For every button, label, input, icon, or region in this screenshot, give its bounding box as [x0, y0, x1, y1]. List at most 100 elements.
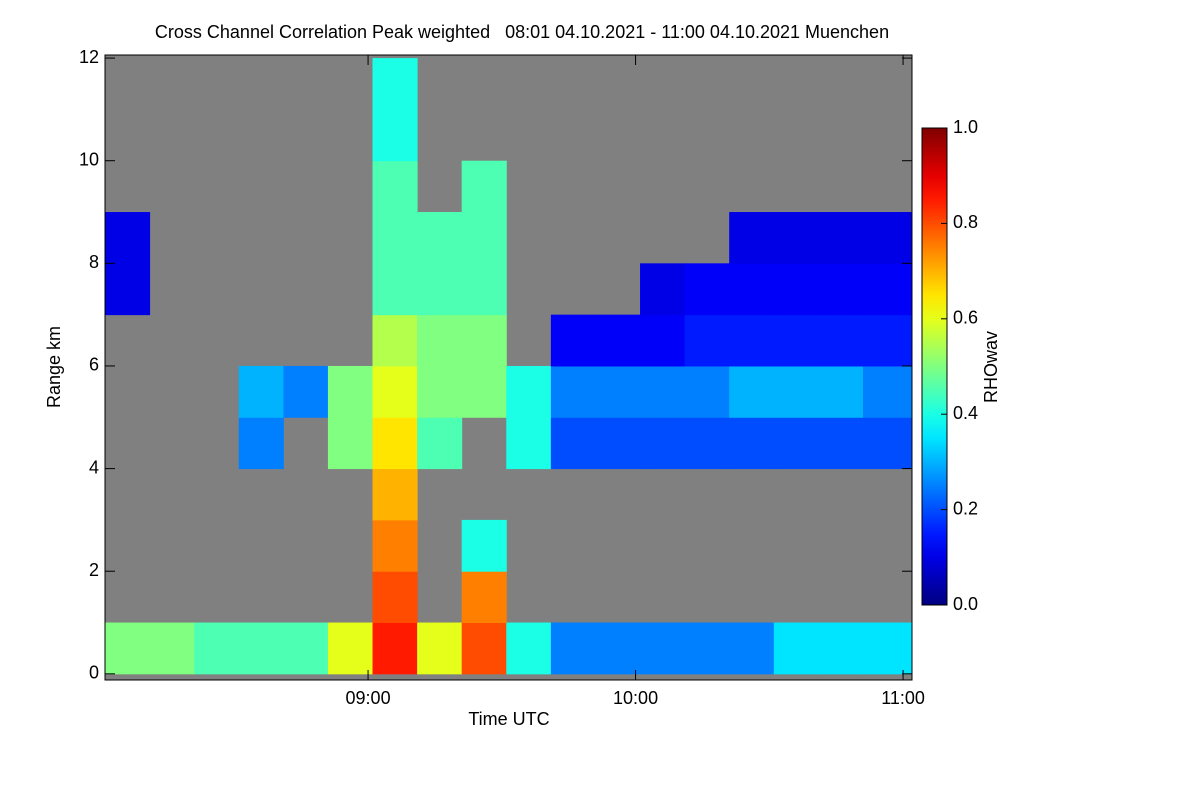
x-tick-label: 10:00 [613, 688, 658, 708]
heatmap-cell [773, 417, 819, 470]
heatmap-cell [372, 468, 418, 521]
heatmap-cell [729, 212, 775, 264]
heatmap-cell [372, 58, 418, 110]
heatmap-cell [684, 417, 730, 470]
heatmap-cell [461, 263, 507, 316]
heatmap-cell [283, 365, 329, 418]
heatmap-cell [461, 519, 507, 572]
heatmap-cell [417, 212, 463, 264]
heatmap-cell [417, 314, 463, 367]
heatmap-cell [684, 365, 730, 418]
heatmap-cell [773, 622, 819, 675]
heatmap-cell [372, 622, 418, 675]
colorbar-tick-label: 0.4 [953, 403, 978, 423]
heatmap-cell [461, 622, 507, 675]
heatmap-cell [372, 314, 418, 367]
y-tick-label: 10 [79, 149, 99, 169]
colorbar [921, 127, 948, 606]
heatmap-cell [773, 314, 819, 367]
heatmap-cell [818, 365, 864, 418]
heatmap-cell [372, 365, 418, 418]
heatmap-cell [550, 417, 596, 470]
heatmap-cell [372, 571, 418, 624]
heatmap-cell [729, 622, 775, 675]
heatmap-cell [372, 519, 418, 572]
heatmap-cell [729, 365, 775, 418]
colorbar-label: RHOwav [981, 331, 1001, 403]
heatmap-cell [461, 314, 507, 367]
heatmap-cell [372, 263, 418, 316]
heatmap-cell [862, 365, 913, 418]
heatmap-cell [149, 622, 195, 675]
heatmap-cell [372, 212, 418, 264]
heatmap-cell [818, 263, 864, 316]
heatmap-cell [372, 417, 418, 470]
y-tick-label: 2 [89, 560, 99, 580]
heatmap-cell [818, 417, 864, 470]
plot-frame [104, 54, 913, 681]
heatmap-cell [640, 622, 686, 675]
heatmap-cell [640, 314, 686, 367]
y-tick-label: 8 [89, 252, 99, 272]
heatmap-cell [327, 417, 374, 470]
heatmap-cell [684, 263, 730, 316]
heatmap-cell [684, 314, 730, 367]
y-axis-label: Range km [44, 326, 64, 408]
heatmap-cell [327, 622, 374, 675]
y-tick-label: 12 [79, 47, 99, 67]
x-axis-label: Time UTC [468, 709, 549, 729]
heatmap-cell [862, 212, 913, 264]
heatmap-cell [640, 263, 686, 316]
heatmap-cell [238, 622, 284, 675]
heatmap-cell [862, 417, 913, 470]
colorbar-tick-label: 0.6 [953, 308, 978, 328]
heatmap-cell [461, 365, 507, 418]
heatmap-cell [506, 365, 552, 418]
heatmap-cell [417, 417, 463, 470]
heatmap-cell [238, 417, 284, 470]
heatmap-cell [818, 622, 864, 675]
heatmap-cell [461, 571, 507, 624]
heatmap-cell [729, 314, 775, 367]
heatmap-cell [595, 365, 641, 418]
heatmap-cell [372, 160, 418, 213]
heatmap-cell [417, 365, 463, 418]
x-tick-label: 11:00 [881, 688, 925, 708]
heatmap-cell [729, 263, 775, 316]
colorbar-tick-label: 0.8 [953, 212, 978, 232]
heatmap-cell [105, 212, 151, 264]
heatmap-cell [461, 160, 507, 213]
heatmap-cell [595, 314, 641, 367]
heatmap-cell [773, 365, 819, 418]
heatmap-cell [684, 622, 730, 675]
heatmap-cell [773, 212, 819, 264]
y-tick-label: 0 [89, 663, 99, 683]
heatmap-cell [640, 365, 686, 418]
chart-title: Cross Channel Correlation Peak weighted … [155, 22, 889, 42]
heatmap-cell [105, 622, 151, 675]
heatmap-cell [862, 263, 913, 316]
heatmap-cell [773, 263, 819, 316]
heatmap-cell [417, 622, 463, 675]
heatmap-cell [862, 314, 913, 367]
colorbar-tick-label: 0.0 [953, 594, 978, 614]
y-tick-label: 4 [89, 457, 99, 477]
heatmap-cell [105, 263, 151, 316]
heatmap-cell [327, 365, 374, 418]
heatmap-cell [550, 365, 596, 418]
heatmap-cell [417, 263, 463, 316]
colorbar-tick-label: 0.2 [953, 498, 978, 518]
heatmap-cell [595, 417, 641, 470]
heatmap-cell [283, 622, 329, 675]
y-tick-label: 6 [89, 355, 99, 375]
x-tick-label: 09:00 [346, 688, 391, 708]
heatmap-cell [729, 417, 775, 470]
heatmap-cell [238, 365, 284, 418]
heatmap-cell [194, 622, 240, 675]
heatmap-cell [506, 622, 552, 675]
colorbar-tick-label: 1.0 [953, 117, 978, 137]
heatmap-cell [372, 109, 418, 162]
heatmap-cell [506, 417, 552, 470]
